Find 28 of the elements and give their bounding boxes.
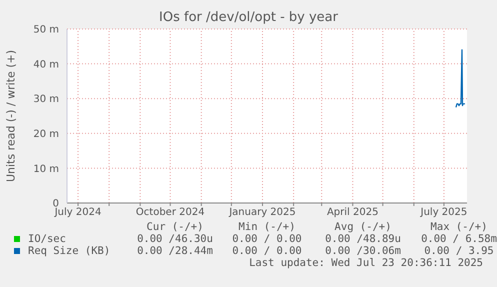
y-tick-label: 40 m xyxy=(33,59,59,70)
y-axis-title: Units read (-) / write (+) xyxy=(4,50,18,182)
text: 0.00 /48.89u xyxy=(324,233,402,245)
text: 0.00 / 6.58m xyxy=(420,233,497,245)
y-tick-label: 20 m xyxy=(33,128,59,140)
text: Last update: Wed Jul 23 20:36:11 2025 xyxy=(249,257,483,269)
x-tick-label: January 2025 xyxy=(228,207,296,218)
text: Cur (-/+) xyxy=(146,221,204,233)
text: 0.00 /46.30u xyxy=(136,233,214,245)
x-tick-label: April 2025 xyxy=(326,207,378,218)
text: Avg (-/+) xyxy=(334,221,392,233)
x-tick-label: July 2025 xyxy=(420,207,468,218)
text: 0.00 /30.06m xyxy=(324,245,402,257)
legend-label: IO/sec xyxy=(27,233,66,245)
x-tick-label: October 2024 xyxy=(136,207,205,218)
text: Min (-/+) xyxy=(238,221,296,233)
text: 0.00 / 3.95 xyxy=(423,245,495,257)
y-tick-label: 50 m xyxy=(33,24,59,36)
text: 0.00 / 0.00 xyxy=(231,245,303,257)
x-tick-label: July 2024 xyxy=(54,207,102,218)
y-tick-label: 10 m xyxy=(33,164,59,175)
line-series xyxy=(455,49,466,108)
legend-label: Req Size (KB) xyxy=(27,245,110,257)
text: 0.00 / 0.00 xyxy=(231,233,303,245)
text: Max (-/+) xyxy=(430,221,488,233)
y-tick-label: 30 m xyxy=(33,94,59,106)
chart-title: IOs for /dev/ol/opt - by year xyxy=(158,10,339,25)
text: 0.00 /28.44m xyxy=(136,245,214,257)
